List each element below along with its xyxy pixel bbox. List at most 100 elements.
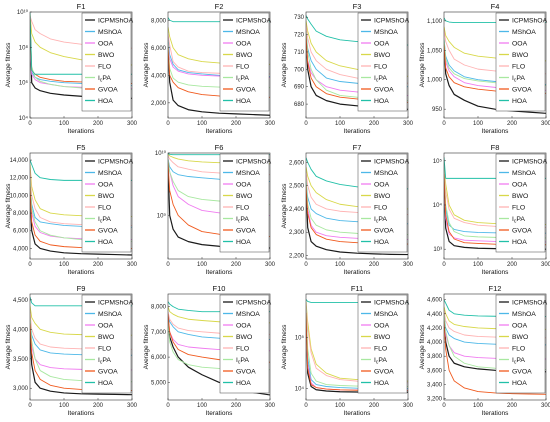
legend-label-gvoa: GVOA xyxy=(374,368,394,375)
y-tick-label: 4,500 xyxy=(13,298,29,304)
y-tick-label: 10¹⁰ xyxy=(17,9,29,16)
axes-box xyxy=(443,152,547,260)
legend: ICPMShOA MShOA OOA BWO FLO IcPA GVOA HOA xyxy=(357,294,410,394)
y-tick-label: 4,000 xyxy=(151,73,167,79)
legend: ICPMShOA MShOA OOA BWO FLO IcPA GVOA HOA xyxy=(81,294,134,394)
legend-label-mshoa: MShOA xyxy=(98,170,122,177)
series-line-icpmshoa xyxy=(168,47,270,116)
legend-label-icpmshoa: ICPMShOA xyxy=(98,158,134,165)
legend-label-gvoa: GVOA xyxy=(374,86,394,93)
legend-label-gvoa: GVOA xyxy=(512,368,532,375)
axes-box xyxy=(305,152,409,260)
legend: ICPMShOA MShOA OOA BWO FLO IcPA GVOA HOA xyxy=(495,12,548,112)
legend-label-gvoa: GVOA xyxy=(512,86,532,93)
x-tick-label: 200 xyxy=(507,262,518,268)
legend-label-mshoa: MShOA xyxy=(98,311,122,318)
legend-label-bwo: BWO xyxy=(98,334,114,341)
legend-label-mshoa: MShOA xyxy=(374,170,398,177)
y-tick-label: 720 xyxy=(294,33,305,39)
legend-label-icpmshoa: ICPMShOA xyxy=(98,299,134,306)
x-tick-label: 200 xyxy=(93,403,104,409)
y-tick-label: 14,000 xyxy=(10,158,29,164)
x-axis-label: Iterations xyxy=(68,128,95,135)
legend-label-icpmshoa: ICPMShOA xyxy=(374,17,410,24)
y-axis-label: Average fitness xyxy=(143,324,150,369)
y-tick-label: 2,300 xyxy=(289,230,305,236)
x-tick-label: 100 xyxy=(335,121,346,127)
y-tick-label: 3,600 xyxy=(427,368,443,374)
y-tick-label: 680 xyxy=(294,102,305,108)
y-tick-label: 4,600 xyxy=(427,298,443,304)
axes-box xyxy=(305,11,409,119)
legend-label-hoa: HOA xyxy=(374,239,389,246)
chart-panel-f10: 0 100 200 300 5,000 6,000 7,000 8,000 F10 Iterati… xyxy=(143,284,276,417)
legend-label-i-cpa: IcPA xyxy=(98,75,111,84)
x-tick-label: 100 xyxy=(335,262,346,268)
x-axis-label: Iterations xyxy=(68,269,95,276)
legend-label-mshoa: MShOA xyxy=(98,29,122,36)
legend-label-gvoa: GVOA xyxy=(236,86,256,93)
y-tick-label: 1,050 xyxy=(427,48,443,54)
x-tick-label: 0 xyxy=(28,403,32,409)
y-tick-label: 1,100 xyxy=(427,19,443,25)
legend-box xyxy=(357,294,408,394)
panel-title: F5 xyxy=(77,143,86,152)
legend-label-i-cpa: IcPA xyxy=(98,357,111,366)
panel-title: F4 xyxy=(491,2,500,11)
x-tick-label: 200 xyxy=(231,262,242,268)
legend-label-i-cpa: IcPA xyxy=(98,216,111,225)
legend-label-mshoa: MShOA xyxy=(374,29,398,36)
legend-label-hoa: HOA xyxy=(98,380,113,387)
legend-label-i-cpa: IcPA xyxy=(512,357,525,366)
x-axis-label: Iterations xyxy=(206,410,233,417)
legend-label-mshoa: MShOA xyxy=(236,311,260,318)
x-tick-label: 200 xyxy=(231,403,242,409)
x-axis-label: Iterations xyxy=(482,269,509,276)
legend-label-bwo: BWO xyxy=(374,52,390,59)
y-axis-label: Average fitness xyxy=(419,324,426,369)
chart-panel-f5: 0 100 200 300 4,000 6,000 8,000 10,000 12,000 14,… xyxy=(5,143,138,276)
legend-label-ooa: OOA xyxy=(236,322,252,329)
panel-title: F12 xyxy=(489,284,502,293)
y-tick-label: 5,000 xyxy=(151,380,167,386)
y-tick-label: 10⁵ xyxy=(295,334,305,341)
legend-label-i-cpa: IcPA xyxy=(512,216,525,225)
legend: ICPMShOA MShOA OOA BWO FLO IcPA GVOA HOA xyxy=(357,12,410,112)
axes-box xyxy=(305,293,409,401)
y-tick-label: 3,000 xyxy=(13,386,29,392)
x-tick-label: 300 xyxy=(403,121,414,127)
x-axis-label: Iterations xyxy=(344,269,371,276)
y-tick-label: 4,000 xyxy=(427,340,443,346)
legend-label-i-cpa: IcPA xyxy=(374,357,387,366)
x-tick-label: 0 xyxy=(304,262,308,268)
y-tick-label: 10⁹ xyxy=(157,212,167,219)
x-tick-label: 200 xyxy=(369,121,380,127)
legend-label-bwo: BWO xyxy=(236,193,252,200)
chart-panel-f1: 0 100 200 300 10⁴ 10⁶ 10⁸ 10¹⁰ F1 Iterations Avera… xyxy=(5,2,138,135)
legend-label-ooa: OOA xyxy=(98,40,114,47)
y-tick-label: 10¹⁰ xyxy=(155,150,167,157)
x-tick-label: 0 xyxy=(166,403,170,409)
x-tick-label: 100 xyxy=(59,262,70,268)
legend-label-icpmshoa: ICPMShOA xyxy=(512,299,548,306)
legend-label-bwo: BWO xyxy=(236,52,252,59)
y-axis-label: Average fitness xyxy=(419,42,426,87)
y-tick-label: 3,400 xyxy=(427,382,443,388)
legend-label-flo: FLO xyxy=(236,204,249,211)
x-tick-label: 300 xyxy=(541,121,550,127)
legend-label-hoa: HOA xyxy=(98,98,113,105)
x-axis-label: Iterations xyxy=(344,410,371,417)
y-tick-label: 6,000 xyxy=(151,355,167,361)
legend-label-bwo: BWO xyxy=(374,193,390,200)
y-tick-label: 10⁶ xyxy=(19,80,29,87)
chart-panel-f11: 0 100 200 300 10⁴ 10⁵ F11 Iterations Average fit… xyxy=(281,284,414,417)
legend-label-bwo: BWO xyxy=(512,334,528,341)
x-tick-label: 300 xyxy=(403,403,414,409)
x-tick-label: 100 xyxy=(197,403,208,409)
legend-label-i-cpa: IcPA xyxy=(236,357,249,366)
legend: ICPMShOA MShOA OOA BWO FLO IcPA GVOA HOA xyxy=(219,153,272,253)
x-tick-label: 200 xyxy=(507,403,518,409)
legend-label-hoa: HOA xyxy=(374,98,389,105)
x-tick-label: 100 xyxy=(59,403,70,409)
y-tick-label: 3,800 xyxy=(427,354,443,360)
